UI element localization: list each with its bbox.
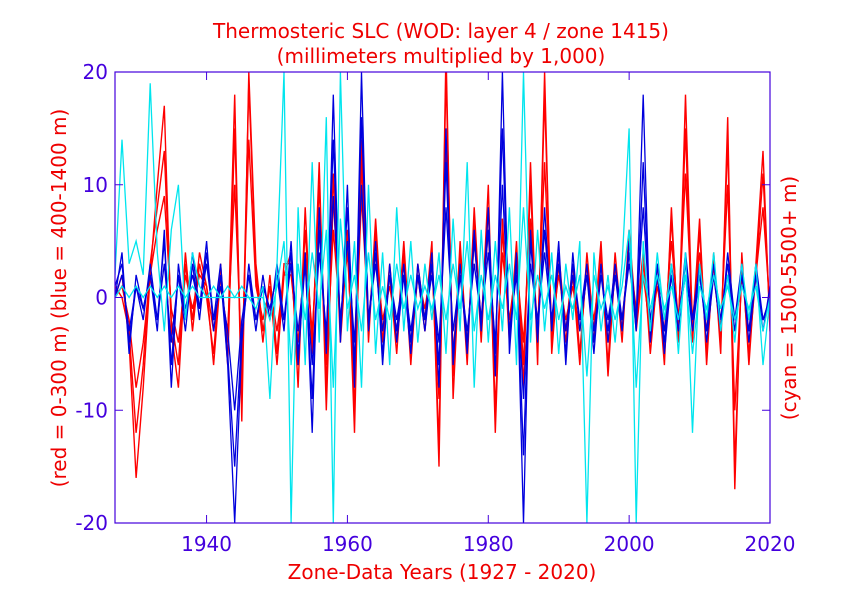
y-tick-label: -10	[75, 398, 108, 422]
x-tick-label: 1940	[181, 532, 232, 556]
y-tick-label: -20	[75, 511, 108, 535]
series-layer	[115, 72, 770, 523]
y-axis-label-red: (red = 0-300 m)	[47, 325, 71, 487]
x-tick-label: 1980	[463, 532, 514, 556]
x-tick-label: 1960	[322, 532, 373, 556]
chart-title: Thermosteric SLC (WOD: layer 4 / zone 14…	[212, 19, 669, 43]
y-axis: -20 -10 0 10 20	[75, 60, 770, 535]
series-line-cyan-8	[115, 207, 770, 388]
y-tick-label: 10	[83, 173, 108, 197]
series-line-cyan-7	[115, 72, 770, 523]
chart-subtitle: (millimeters multiplied by 1,000)	[277, 44, 606, 68]
y-tick-label: 20	[83, 60, 108, 84]
y-axis-label-blue: (blue = 400-1400 m)	[47, 109, 71, 319]
x-tick-label: 2020	[745, 532, 796, 556]
series-line-blue-6	[115, 184, 770, 411]
x-axis-label: Zone-Data Years (1927 - 2020)	[288, 560, 597, 584]
y-axis-label-right: (cyan = 1500-5500+ m)	[777, 176, 801, 420]
x-axis: 1940 1960 1980 2000 2020	[181, 72, 795, 556]
y-tick-label: 0	[95, 286, 108, 310]
x-tick-label: 2000	[604, 532, 655, 556]
y-axis-label-left: (red = 0-300 m) (blue = 400-1400 m)	[47, 109, 71, 488]
